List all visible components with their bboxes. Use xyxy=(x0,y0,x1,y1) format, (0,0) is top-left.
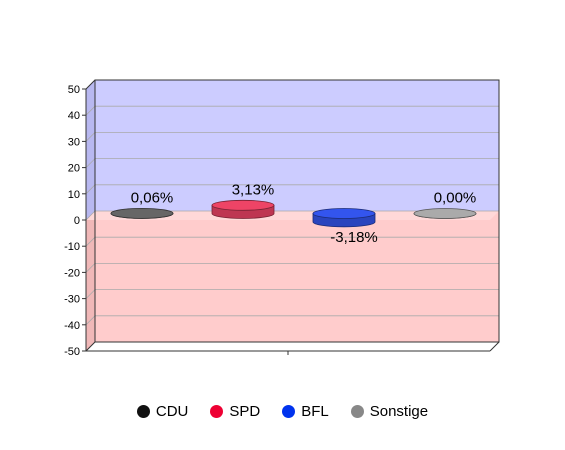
legend-swatch xyxy=(282,404,296,418)
legend-swatch xyxy=(350,404,364,418)
y-tick-label: 10 xyxy=(68,189,80,201)
chart: 50 40 30 20 10 0 -10 -20 -30 -40 -50 0,06% 3,13% -3,… xyxy=(64,79,500,358)
back-frame xyxy=(94,79,500,343)
legend-swatch xyxy=(210,404,224,418)
legend-label: SPD xyxy=(229,402,261,420)
gridline-side xyxy=(85,236,96,247)
legend-item-bfl: BFL xyxy=(282,403,329,420)
y-tick-label: 40 xyxy=(68,110,80,122)
legend: CDU SPD BFL Sonstige xyxy=(0,400,565,422)
gridline-side xyxy=(85,210,96,221)
y-tick-label: -40 xyxy=(64,320,80,332)
gridline-side xyxy=(85,184,96,195)
y-tick-label: 50 xyxy=(68,84,80,96)
bar-cdu xyxy=(110,207,174,219)
gridline-side xyxy=(85,263,96,273)
side-wall-positive xyxy=(86,80,95,220)
plot-background xyxy=(86,80,499,351)
data-label-sonstige: 0,00% xyxy=(434,190,477,207)
y-tick-label: 0 xyxy=(74,215,80,227)
legend-label: CDU xyxy=(155,402,189,420)
legend-item-sonstige: Sonstige xyxy=(350,402,429,420)
side-wall-negative xyxy=(86,211,95,351)
gridline-side xyxy=(85,105,96,116)
gridline-side xyxy=(85,289,96,299)
data-labels: 0,06% 3,13% -3,18% 0,00% xyxy=(131,181,477,246)
legend-item-spd: SPD xyxy=(210,403,260,420)
bar-top xyxy=(110,207,174,219)
floor xyxy=(86,342,499,351)
y-tick-label: -10 xyxy=(64,241,80,253)
bar-bfl xyxy=(312,208,376,228)
y-tick-label: -30 xyxy=(64,294,80,306)
gridline-side xyxy=(85,158,96,168)
gridline-side xyxy=(85,132,96,142)
data-label-cdu: 0,06% xyxy=(131,189,174,206)
bar-top xyxy=(312,208,376,219)
frame-edge xyxy=(85,79,96,90)
y-tick-label: 20 xyxy=(68,163,80,175)
zero-plane xyxy=(86,211,499,220)
legend-item-cdu: CDU xyxy=(136,402,189,420)
data-label-spd: 3,13% xyxy=(232,181,275,198)
bar-sonstige xyxy=(413,208,477,219)
legend-label: Sonstige xyxy=(369,402,429,420)
legend-label: BFL xyxy=(301,402,329,420)
negative-area xyxy=(95,211,499,342)
y-tick-label: -20 xyxy=(64,267,80,279)
frame-edge xyxy=(85,341,96,352)
positive-area xyxy=(95,80,499,211)
bar-top xyxy=(211,199,275,211)
bars xyxy=(110,199,477,228)
bar-top xyxy=(413,208,477,219)
y-axis: 50 40 30 20 10 0 -10 -20 -30 -40 -50 xyxy=(64,84,86,358)
legend-swatch xyxy=(136,404,150,418)
y-tick-label: 30 xyxy=(68,136,80,148)
bar-spd xyxy=(211,199,275,219)
y-tick-label: -50 xyxy=(64,346,80,358)
frame-edge xyxy=(489,341,500,352)
data-label-bfl: -3,18% xyxy=(330,229,378,246)
gridline-side xyxy=(85,315,96,326)
